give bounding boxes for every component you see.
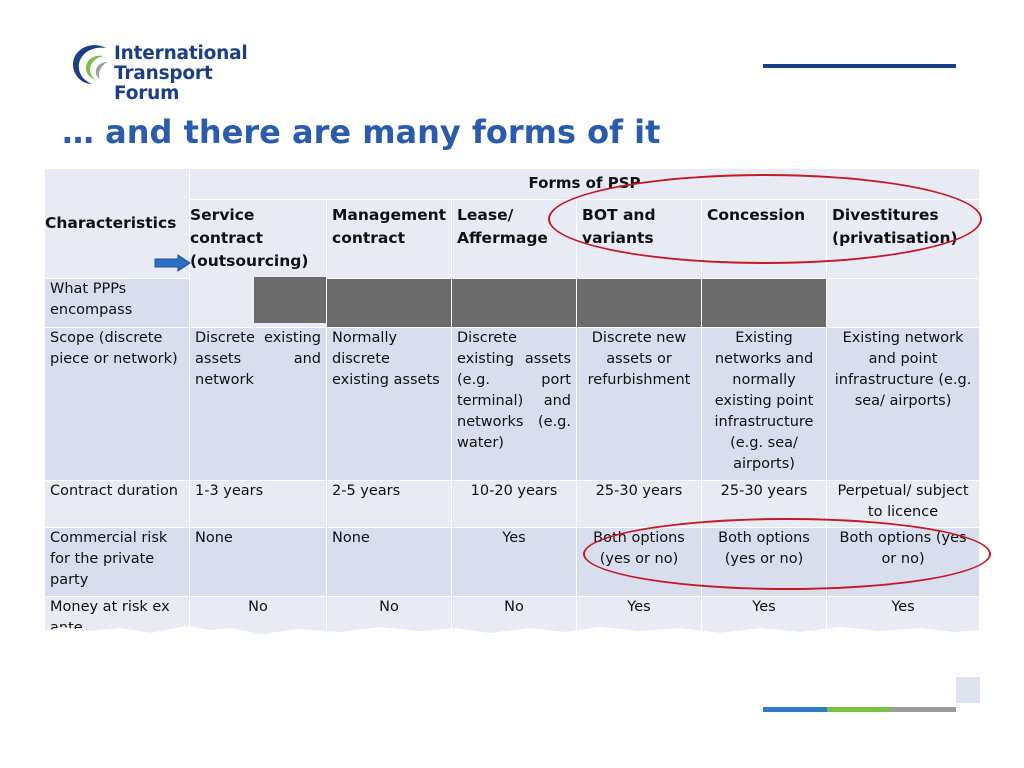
ppp-cell-lease — [451, 278, 577, 328]
scope-cell-bot: Discrete new assets or refurbishment — [576, 327, 702, 481]
logo-text: International Transport Forum — [114, 44, 270, 104]
risk-cell-service: None — [189, 527, 327, 597]
header-rule — [763, 64, 956, 68]
duration-cell-bot: 25-30 years — [576, 480, 702, 528]
ppp-cell-divestitures — [825, 278, 981, 328]
arrow-right-icon — [154, 254, 191, 272]
footer-bar-green — [827, 707, 891, 712]
col-header-management-contract: Management contract — [326, 199, 452, 279]
duration-cell-management: 2-5 years — [326, 480, 452, 528]
itf-swoosh-logo-icon — [72, 45, 108, 84]
duration-cell-lease: 10-20 years — [451, 480, 577, 528]
ppp-cell-bot — [576, 278, 702, 328]
row-label-risk: Commercial risk for the private party — [44, 527, 190, 597]
row-label-scope: Scope (discrete piece or network) — [44, 327, 190, 481]
ppp-cell-service — [189, 277, 327, 328]
psp-forms-table: Characteristics Forms of PSP Service con… — [44, 168, 981, 642]
itf-logo: International Transport Forum — [70, 40, 270, 104]
highlight-ellipse-risk — [583, 518, 991, 590]
risk-cell-lease: Yes — [451, 527, 577, 597]
ppp-cell-concession — [701, 278, 827, 328]
table-row-scope: Scope (discrete piece or network) Discre… — [44, 327, 981, 481]
row-label-ppp: What PPPs encompass — [44, 278, 190, 328]
scope-cell-management: Normally discrete existing assets — [326, 327, 452, 481]
characteristics-header: Characteristics — [44, 168, 190, 279]
footer-bar-grey — [891, 707, 956, 712]
slide-corner-square — [956, 677, 980, 703]
page-title: … and there are many forms of it — [62, 113, 661, 151]
row-label-duration: Contract duration — [44, 480, 190, 528]
ppp-cell-management — [326, 278, 452, 328]
scope-cell-divestitures: Existing network and point infrastructur… — [825, 327, 981, 481]
col-header-service-contract: Service contract (outsourcing) — [189, 199, 327, 279]
scope-cell-concession: Existing networks and normally existing … — [701, 327, 827, 481]
scope-cell-lease: Discrete existing assets (e.g. port term… — [451, 327, 577, 481]
scope-cell-service: Discrete existing assets and network — [189, 327, 327, 481]
highlight-ellipse-header — [548, 174, 982, 264]
risk-cell-management: None — [326, 527, 452, 597]
duration-cell-service: 1-3 years — [189, 480, 327, 528]
logo-line2: Transport Forum — [114, 63, 213, 104]
table-row-ppp: What PPPs encompass — [44, 277, 981, 328]
footer-bar-blue — [763, 707, 827, 712]
logo-line1: International — [114, 43, 248, 64]
torn-paper-edge — [0, 626, 1024, 682]
